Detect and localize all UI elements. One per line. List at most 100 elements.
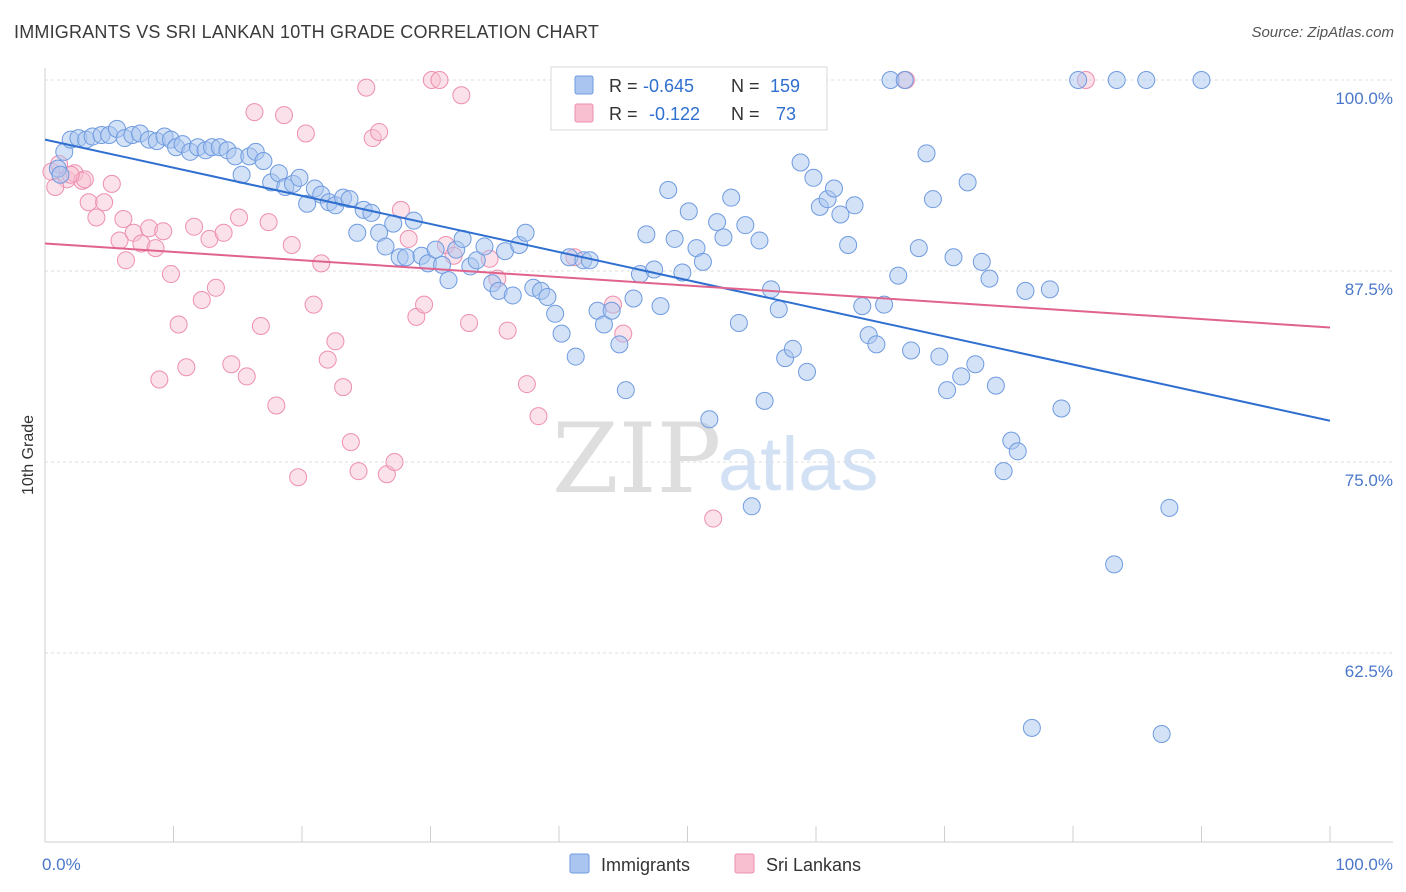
immigrants-point: [1052, 399, 1071, 418]
immigrants-point: [804, 168, 823, 187]
srilankans-r-value: -0.122: [649, 104, 700, 124]
immigrants-point: [290, 168, 309, 187]
immigrants-point: [923, 190, 942, 209]
immigrants-point: [755, 391, 774, 410]
sri-lankans-point: [95, 193, 114, 212]
immigrants-point: [700, 410, 719, 429]
immigrants-point: [467, 251, 486, 270]
immigrants-point: [742, 497, 761, 516]
immigrants-point: [624, 289, 643, 308]
immigrants-point: [966, 355, 985, 374]
sri-lankans-point: [140, 219, 159, 238]
sri-lankans-point: [296, 124, 315, 143]
immigrants-point: [930, 347, 949, 366]
immigrants-point: [659, 181, 678, 200]
chart-title: IMMIGRANTS VS SRI LANKAN 10TH GRADE CORR…: [14, 22, 600, 42]
immigrants-point: [616, 381, 635, 400]
immigrants-point: [1016, 281, 1035, 300]
sri-lankans-point: [460, 313, 479, 332]
watermark: ZIP atlas: [552, 403, 879, 515]
srilankans-r-label: R =: [609, 104, 638, 124]
immigrants-point: [1192, 71, 1211, 89]
sri-lankans-point: [259, 213, 278, 232]
immigrants-point: [824, 179, 843, 198]
sri-lankans-point: [146, 239, 165, 258]
immigrants-point: [902, 341, 921, 360]
srilankans-legend-swatch: [574, 103, 594, 123]
immigrants-point: [546, 304, 565, 323]
immigrants-point: [750, 231, 769, 250]
sri-lankans-point: [222, 355, 241, 374]
immigrants-point: [651, 297, 670, 316]
immigrants-point: [1008, 442, 1027, 461]
immigrants-point: [1152, 724, 1171, 743]
sri-lankans-point: [75, 170, 94, 189]
immigrants-point: [439, 271, 458, 290]
immigrants-bottom-swatch: [569, 853, 590, 874]
immigrants-point: [566, 347, 585, 366]
immigrants-point: [637, 225, 656, 244]
immigrants-n-value: 159: [770, 76, 800, 96]
immigrants-point: [875, 295, 894, 314]
immigrants-point: [298, 194, 317, 213]
sri-lankans-point: [102, 174, 121, 193]
y-tick-label: 100.0%: [1335, 89, 1393, 108]
immigrants-point: [340, 190, 359, 209]
sri-lankans-point: [150, 370, 169, 389]
immigrants-point: [909, 239, 928, 258]
immigrants-point: [722, 188, 741, 207]
sri-lankans-point: [385, 453, 404, 471]
sri-lankans-point: [161, 265, 180, 284]
immigrants-point: [839, 236, 858, 255]
sri-lankans-point: [214, 223, 233, 242]
immigrants-point: [895, 71, 914, 89]
sri-lankans-point: [245, 103, 264, 122]
immigrants-point: [1040, 280, 1059, 299]
immigrants-point: [673, 263, 692, 282]
x-tick-label: 100.0%: [1335, 855, 1393, 874]
sri-lankans-point: [370, 122, 389, 141]
immigrants-point: [845, 196, 864, 215]
immigrants-point: [791, 153, 810, 172]
immigrants-point: [729, 313, 748, 332]
immigrants-point: [538, 287, 557, 306]
immigrants-points: [48, 71, 1211, 743]
y-axis-title: 10th Grade: [20, 415, 37, 495]
immigrants-point: [889, 266, 908, 285]
sri-lankans-point: [116, 251, 135, 270]
sri-lankans-point: [154, 222, 173, 241]
sri-lankans-point: [79, 193, 98, 212]
immigrants-point: [594, 315, 613, 334]
immigrants-point: [475, 237, 494, 256]
sri-lankans-point: [704, 509, 723, 528]
immigrants-point: [376, 237, 395, 256]
immigrants-point: [665, 229, 684, 248]
y-tick-label: 75.0%: [1345, 471, 1393, 490]
sri-lankans-point: [415, 295, 434, 314]
srilankans-n-label: N =: [731, 104, 760, 124]
correlation-legend: R = -0.645 N = 159 R = -0.122 N = 73: [550, 66, 828, 131]
y-tick-label: 87.5%: [1345, 280, 1393, 299]
sri-lankans-trend-line: [44, 242, 1331, 329]
sri-lankans-point: [237, 367, 256, 386]
sri-lankans-point: [282, 236, 301, 255]
immigrants-point: [952, 367, 971, 386]
sri-lankans-point: [312, 254, 331, 273]
srilankans-bottom-swatch: [734, 853, 755, 874]
legend-box: [550, 66, 828, 131]
immigrants-r-value: -0.645: [643, 76, 694, 96]
immigrants-point: [1137, 71, 1156, 89]
immigrants-point: [958, 173, 977, 192]
sri-lankans-point: [289, 468, 308, 487]
immigrants-point: [552, 324, 571, 343]
immigrants-legend-label: Immigrants: [601, 855, 690, 875]
sri-lankans-point: [177, 358, 196, 377]
immigrants-point: [769, 300, 788, 319]
sri-lankans-point: [318, 350, 337, 369]
x-tick-labels: 0.0% 100.0%: [42, 855, 1393, 874]
sri-lankans-point: [452, 86, 471, 105]
gridlines: [45, 79, 1393, 654]
sri-lankans-point: [206, 278, 225, 297]
immigrants-point: [679, 202, 698, 221]
